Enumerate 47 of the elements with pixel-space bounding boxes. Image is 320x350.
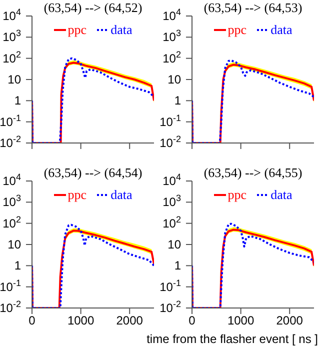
legend-label: ppc xyxy=(228,22,247,38)
chart-title: (63,54) --> (64,55) xyxy=(202,165,304,181)
y-tick-label: 10$^{4}$ xyxy=(162,172,181,188)
y-tick-label: 10 xyxy=(8,238,22,252)
chart-title: (63,54) --> (64,54) xyxy=(42,165,144,181)
x-tick-label: 0 xyxy=(188,314,196,328)
legend-label: data xyxy=(270,22,292,38)
y-tick-label: 10$^{4}$ xyxy=(162,7,181,23)
y-tick-label: 10$^{-1}$ xyxy=(0,112,21,129)
y-tick-label: 10$^{-2}$ xyxy=(160,134,181,150)
x-tick-label: 2000 xyxy=(276,314,304,328)
y-tick-label: 10$^{2}$ xyxy=(162,214,181,230)
y-tick-label: 10$^{-2}$ xyxy=(160,299,181,315)
y-tick-label: 1 xyxy=(174,94,182,108)
y-tick-label: 10$^{3}$ xyxy=(2,28,21,44)
x-tick-label: 1000 xyxy=(67,314,94,328)
y-tick-label: 10$^{2}$ xyxy=(2,214,21,230)
y-tick-label: 10$^{3}$ xyxy=(162,28,181,44)
y-tick-label: 1 xyxy=(14,258,22,273)
y-tick-label: 10$^{3}$ xyxy=(2,193,21,210)
y-tick-label: 10$^{3}$ xyxy=(162,193,181,210)
y-tick-label: 10 xyxy=(8,72,22,86)
chart-title: (63,54) --> (64,53) xyxy=(202,0,304,16)
legend-label: ppc xyxy=(68,22,87,38)
x-tick-label: 1000 xyxy=(227,314,254,328)
y-tick-label: 10 xyxy=(168,72,182,86)
x-tick-label: 0 xyxy=(28,314,36,328)
legend-label: data xyxy=(110,187,132,203)
y-tick-label: 10$^{-2}$ xyxy=(0,134,21,150)
y-tick-label: 1 xyxy=(174,258,182,273)
y-tick-label: 10 xyxy=(168,238,182,252)
y-tick-label: 10$^{-1}$ xyxy=(160,112,181,129)
x-tick-label: 2000 xyxy=(116,314,144,328)
legend-label: ppc xyxy=(68,187,87,203)
y-tick-label: 10$^{-2}$ xyxy=(0,299,21,315)
chart-title: (63,54) --> (64,52) xyxy=(42,0,144,16)
y-tick-label: 10$^{4}$ xyxy=(2,172,21,188)
x-axis-title: time from the flasher event [ ns ] xyxy=(146,332,318,346)
legend-label: data xyxy=(110,22,132,38)
legend-label: ppc xyxy=(228,187,247,203)
y-tick-label: 10$^{-1}$ xyxy=(0,278,21,294)
y-tick-label: 10$^{2}$ xyxy=(162,49,181,66)
y-tick-label: 10$^{2}$ xyxy=(2,49,21,66)
legend-label: data xyxy=(270,187,292,203)
y-tick-label: 10$^{4}$ xyxy=(2,7,21,23)
y-tick-label: 1 xyxy=(14,94,22,108)
y-tick-label: 10$^{-1}$ xyxy=(160,278,181,294)
